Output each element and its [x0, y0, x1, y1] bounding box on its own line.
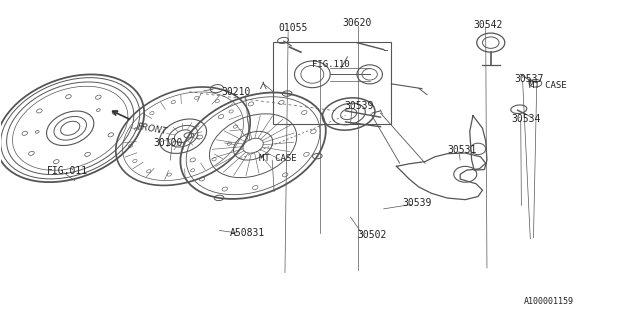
Text: 30542: 30542: [473, 20, 502, 30]
Text: FIG.110: FIG.110: [312, 60, 350, 69]
Text: 30531: 30531: [447, 146, 477, 156]
Text: 30210: 30210: [221, 87, 251, 97]
Text: 30100: 30100: [153, 138, 182, 148]
Bar: [273, 42, 391, 124]
Text: 30539: 30539: [344, 101, 374, 111]
Text: 01055: 01055: [278, 23, 308, 33]
Text: 30537: 30537: [515, 74, 544, 84]
Text: FIG.011: FIG.011: [47, 166, 88, 176]
Text: A100001159: A100001159: [524, 297, 574, 306]
Text: MT CASE: MT CASE: [259, 154, 297, 163]
Text: 30539: 30539: [403, 198, 432, 208]
Text: MT CASE: MT CASE: [529, 81, 566, 90]
Text: FRONT: FRONT: [136, 122, 168, 136]
Text: 30502: 30502: [357, 229, 387, 240]
Text: A50831: A50831: [230, 228, 265, 238]
Text: 30534: 30534: [511, 114, 541, 124]
Text: 30620: 30620: [342, 18, 372, 28]
